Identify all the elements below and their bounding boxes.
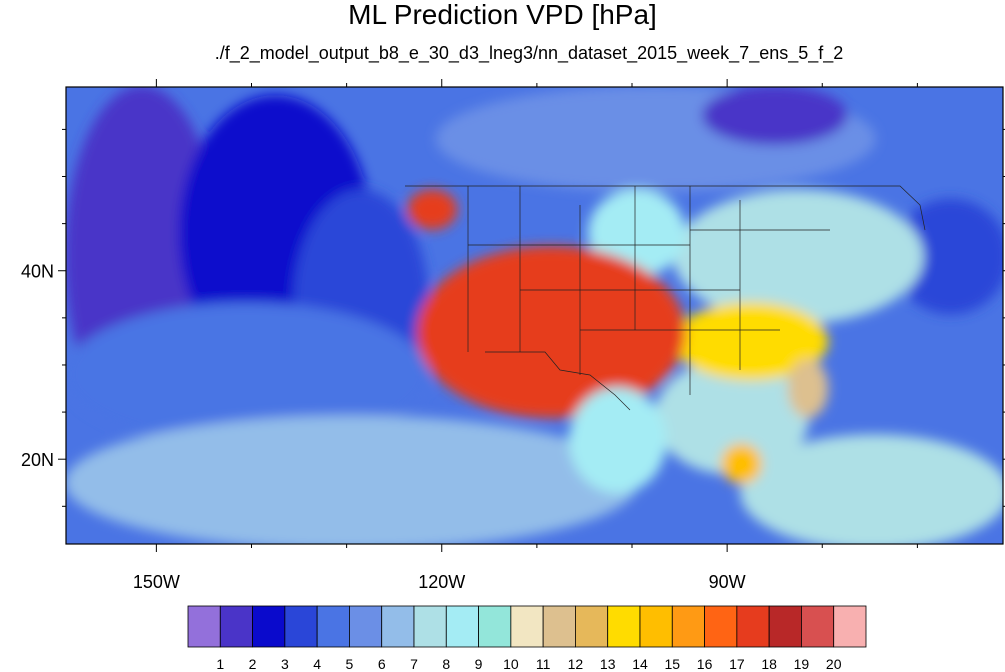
vpd-region-16: [568, 387, 667, 494]
colorbar-label: 10: [503, 656, 519, 672]
colorbar-label: 3: [281, 656, 289, 672]
colorbar-label: 2: [249, 656, 257, 672]
colorbar-swatch: [671, 605, 705, 648]
country-state-borders: [405, 185, 926, 411]
colorbar-swatch: [316, 605, 350, 648]
colorbar-label: 16: [697, 656, 713, 672]
y-tick-label: 40N: [21, 262, 54, 282]
colorbar-label: 9: [475, 656, 483, 672]
colorbar-swatch: [445, 605, 479, 648]
vpd-region-12: [673, 302, 829, 381]
colorbar-label: 18: [761, 656, 777, 672]
colorbar-swatch: [381, 605, 415, 648]
vpd-region-13: [787, 358, 829, 419]
axis-ticks: [58, 79, 1005, 552]
colorbar-label: 14: [632, 656, 648, 672]
axis-tick-labels: 150W 120W 90W 40N 20N: [21, 262, 746, 592]
colorbar-swatch: [478, 605, 512, 648]
us-canada-border: [405, 185, 926, 231]
vpd-region-10: [673, 189, 924, 324]
colorbar-label: 17: [729, 656, 745, 672]
vpd-map: [66, 87, 1003, 544]
x-tick-label: 120W: [418, 572, 465, 592]
vpd-region-11: [587, 189, 686, 277]
vpd-region-18: [407, 189, 458, 230]
vpd-region-17: [721, 443, 762, 485]
colorbar-label: 4: [313, 656, 321, 672]
vpd-region-4: [66, 415, 638, 544]
colorbar-swatch: [639, 605, 673, 648]
colorbar-swatch: [801, 605, 835, 648]
colorbar-swatch: [252, 605, 286, 648]
colorbar-label: 13: [600, 656, 616, 672]
colorbar-swatch: [833, 605, 867, 648]
vpd-region-15: [416, 245, 686, 419]
state-borders: [467, 186, 830, 395]
colorbar-labels: 1 2 3 4 5 6 7 8 9 10 11 12 13 14 15 16 17 18 19 20: [216, 656, 841, 672]
map-frame: [65, 86, 1004, 545]
colorbar-swatch: [575, 605, 609, 648]
colorbar-label: 1: [216, 656, 224, 672]
colorbar-label: 11: [536, 656, 551, 672]
chart-title: ML Prediction VPD [hPa]: [348, 0, 657, 30]
colorbar-label: 5: [346, 656, 354, 672]
colorbar-swatch: [510, 605, 544, 648]
vpd-region-8: [654, 358, 810, 475]
colorbar-label: 20: [826, 656, 842, 672]
x-tick-label: 90W: [709, 572, 746, 592]
vpd-region-6: [702, 87, 848, 145]
x-tick-label: 150W: [133, 572, 180, 592]
y-tick-label: 20N: [21, 450, 54, 470]
vpd-region-3: [66, 302, 429, 447]
vpd-region-7: [892, 198, 1003, 315]
colorbar-swatch: [704, 605, 738, 648]
colorbar-label: 7: [410, 656, 418, 672]
vpd-field: [66, 87, 1003, 544]
colorbar-label: 12: [568, 656, 584, 672]
colorbar-swatch: [736, 605, 770, 648]
colorbar-label: 19: [794, 656, 810, 672]
colorbar-label: 6: [378, 656, 386, 672]
colorbar-swatch: [219, 605, 253, 648]
colorbar-swatch: [349, 605, 383, 648]
colorbar-swatch: [413, 605, 447, 648]
colorbar-label: 8: [442, 656, 450, 672]
us-mexico-border: [485, 351, 631, 411]
colorbar-swatch: [768, 605, 802, 648]
colorbar: [187, 605, 867, 648]
colorbar-swatch: [284, 605, 318, 648]
colorbar-swatch: [187, 605, 221, 648]
colorbar-swatch: [542, 605, 576, 648]
chart-subtitle: ./f_2_model_output_b8_e_30_d3_lneg3/nn_d…: [214, 43, 844, 63]
colorbar-swatch: [607, 605, 641, 648]
colorbar-label: 15: [664, 656, 680, 672]
vpd-region-9: [740, 434, 1003, 544]
